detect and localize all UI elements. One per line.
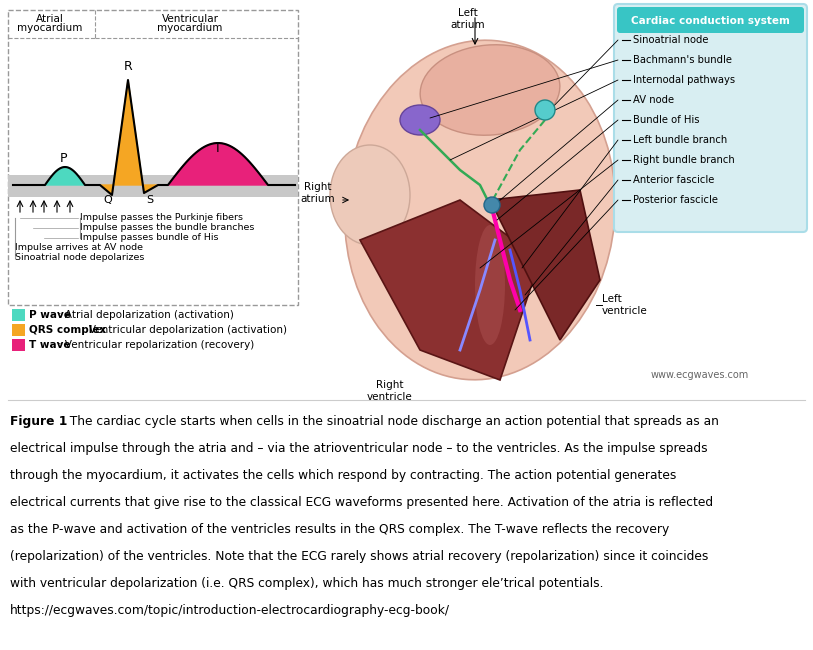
Circle shape xyxy=(535,100,555,120)
Polygon shape xyxy=(360,200,540,380)
Polygon shape xyxy=(45,167,85,185)
Text: Impulse passes the Purkinje fibers: Impulse passes the Purkinje fibers xyxy=(80,213,243,222)
Text: electrical impulse through the atria and – via the atrioventricular node – to th: electrical impulse through the atria and… xyxy=(10,442,707,455)
Text: myocardium: myocardium xyxy=(157,23,223,33)
Text: Impulse passes the bundle branches: Impulse passes the bundle branches xyxy=(80,224,254,233)
Polygon shape xyxy=(100,80,158,195)
Text: Left
atrium: Left atrium xyxy=(450,8,485,30)
Text: Impulse passes bundle of His: Impulse passes bundle of His xyxy=(80,233,219,242)
Text: AV node: AV node xyxy=(633,95,674,105)
Text: T: T xyxy=(214,142,222,155)
Text: Bundle of His: Bundle of His xyxy=(633,115,699,125)
Text: P wave: P wave xyxy=(29,310,71,320)
Text: Atrial: Atrial xyxy=(36,14,64,24)
Text: Figure 1: Figure 1 xyxy=(10,415,67,428)
Text: Posterior fascicle: Posterior fascicle xyxy=(633,195,718,205)
Text: P: P xyxy=(59,151,67,164)
Polygon shape xyxy=(490,190,600,340)
Text: (repolarization) of the ventricles. Note that the ECG rarely shows atrial recove: (repolarization) of the ventricles. Note… xyxy=(10,550,708,563)
Ellipse shape xyxy=(330,145,410,245)
Text: Cardiac conduction system: Cardiac conduction system xyxy=(631,16,789,26)
Text: Left bundle branch: Left bundle branch xyxy=(633,135,728,145)
Text: Sinoatrial node: Sinoatrial node xyxy=(633,35,708,45)
Text: S: S xyxy=(146,195,154,205)
Bar xyxy=(12,324,25,336)
Text: Right bundle branch: Right bundle branch xyxy=(633,155,735,165)
Ellipse shape xyxy=(420,45,560,135)
FancyBboxPatch shape xyxy=(617,7,804,33)
Bar xyxy=(8,175,298,197)
Text: Left
ventricle: Left ventricle xyxy=(602,294,648,316)
Bar xyxy=(12,309,25,321)
Text: : Ventricular repolarization (recovery): : Ventricular repolarization (recovery) xyxy=(58,340,254,350)
Ellipse shape xyxy=(400,105,440,135)
Text: through the myocardium, it activates the cells which respond by contracting. The: through the myocardium, it activates the… xyxy=(10,469,676,482)
Text: with ventricular depolarization (i.e. QRS complex), which has much stronger ele’: with ventricular depolarization (i.e. QR… xyxy=(10,577,603,590)
Text: Sinoatrial node depolarizes: Sinoatrial node depolarizes xyxy=(15,254,145,263)
Polygon shape xyxy=(168,143,268,185)
FancyBboxPatch shape xyxy=(614,4,807,232)
Text: https://ecgwaves.com/topic/introduction-electrocardiography-ecg-book/: https://ecgwaves.com/topic/introduction-… xyxy=(10,604,450,617)
Text: Q: Q xyxy=(103,195,112,205)
Text: R: R xyxy=(124,60,133,73)
Text: Anterior fascicle: Anterior fascicle xyxy=(633,175,715,185)
Text: Right
atrium: Right atrium xyxy=(301,182,335,204)
Bar xyxy=(12,339,25,351)
Text: Bachmann's bundle: Bachmann's bundle xyxy=(633,55,732,65)
Text: T wave: T wave xyxy=(29,340,71,350)
Ellipse shape xyxy=(475,225,505,345)
Text: myocardium: myocardium xyxy=(17,23,83,33)
Text: Impulse arrives at AV node: Impulse arrives at AV node xyxy=(15,244,143,252)
Bar xyxy=(8,10,298,305)
Ellipse shape xyxy=(345,40,615,380)
Text: QRS complex: QRS complex xyxy=(29,325,107,335)
Text: as the P-wave and activation of the ventricles results in the QRS complex. The T: as the P-wave and activation of the vent… xyxy=(10,523,669,536)
Text: www.ecgwaves.com: www.ecgwaves.com xyxy=(651,370,749,380)
Text: : Atrial depolarization (activation): : Atrial depolarization (activation) xyxy=(58,310,234,320)
Text: Right
ventricle: Right ventricle xyxy=(367,380,413,402)
Text: : Ventricular depolarization (activation): : Ventricular depolarization (activation… xyxy=(82,325,287,335)
Text: . The cardiac cycle starts when cells in the sinoatrial node discharge an action: . The cardiac cycle starts when cells in… xyxy=(62,415,719,428)
Text: electrical currents that give rise to the classical ECG waveforms presented here: electrical currents that give rise to th… xyxy=(10,496,713,509)
Text: Internodal pathways: Internodal pathways xyxy=(633,75,735,85)
Circle shape xyxy=(484,197,500,213)
Text: Ventricular: Ventricular xyxy=(162,14,219,24)
